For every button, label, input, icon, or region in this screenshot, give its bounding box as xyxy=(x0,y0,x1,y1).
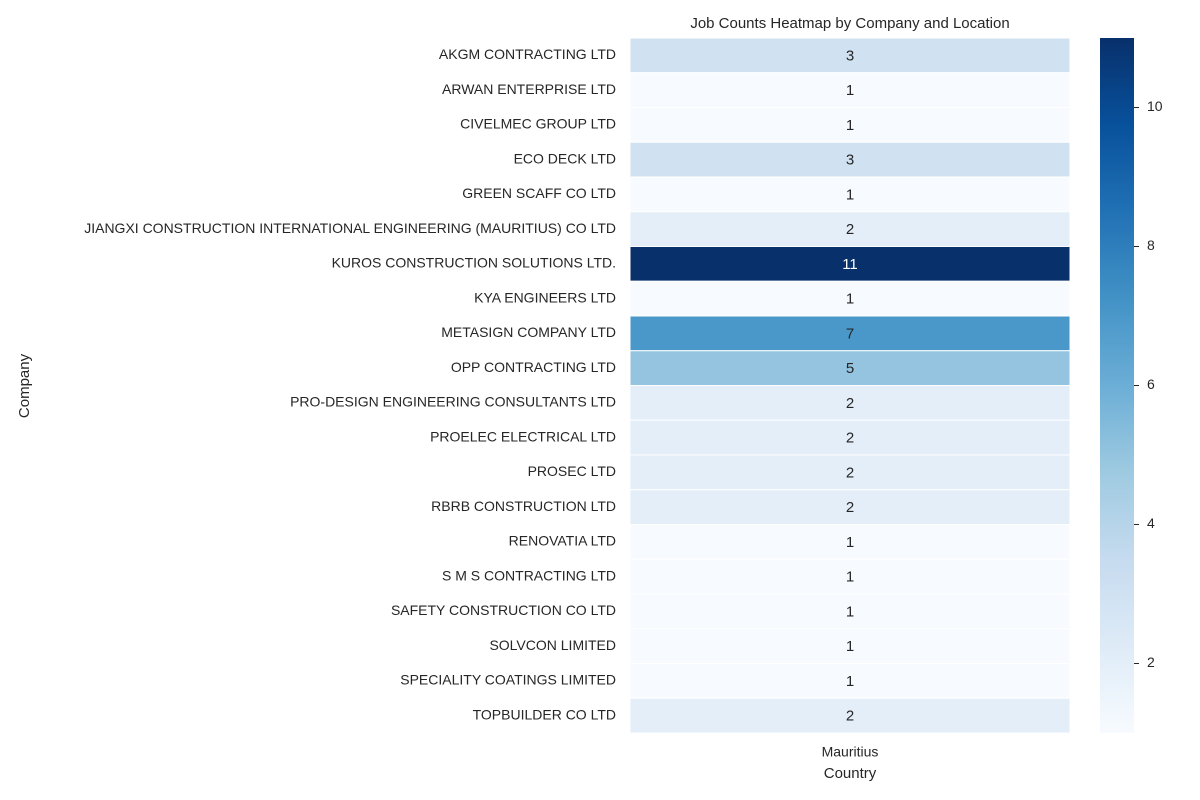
cell-label: 1 xyxy=(846,117,854,134)
cell-label: 2 xyxy=(846,708,854,725)
colorbar-tick-label: 6 xyxy=(1147,376,1155,392)
cell-label: 7 xyxy=(846,325,854,342)
y-tick-label: KUROS CONSTRUCTION SOLUTIONS LTD. xyxy=(332,255,616,271)
heatmap-cell xyxy=(629,141,1071,178)
y-tick-label: PROELEC ELECTRICAL LTD xyxy=(430,428,616,444)
heatmap-cell xyxy=(629,37,1071,74)
cell-label: 1 xyxy=(846,673,854,690)
heatmap-cell xyxy=(629,385,1071,421)
y-tick-label: JIANGXI CONSTRUCTION INTERNATIONAL ENGIN… xyxy=(84,220,616,236)
y-tick-label: ARWAN ENTERPRISE LTD xyxy=(442,81,616,97)
x-axis-label: Country xyxy=(824,765,877,782)
cell-label: 3 xyxy=(846,152,854,169)
heatmap-cell xyxy=(629,697,1071,734)
cell-label: 2 xyxy=(846,221,854,238)
cell-label: 11 xyxy=(842,256,858,273)
cell-label: 1 xyxy=(846,186,854,203)
y-tick-label: RENOVATIA LTD xyxy=(509,533,616,549)
heatmap-cell xyxy=(629,663,1071,699)
cell-label: 3 xyxy=(846,47,854,64)
heatmap-cell xyxy=(629,524,1071,560)
heatmap-cell xyxy=(629,211,1071,247)
y-tick-label: RBRB CONSTRUCTION LTD xyxy=(431,498,616,514)
y-tick-label: PROSEC LTD xyxy=(528,463,616,479)
heatmap-cell xyxy=(629,107,1071,143)
cell-label: 1 xyxy=(846,569,854,586)
colorbar xyxy=(1100,38,1134,733)
cell-label: 1 xyxy=(846,603,854,620)
y-axis-label: Company xyxy=(16,353,33,418)
heatmap-cell xyxy=(629,593,1071,630)
cell-label: 2 xyxy=(846,430,854,447)
colorbar-tick-label: 10 xyxy=(1147,98,1163,114)
heatmap-cell xyxy=(629,419,1071,456)
heatmap-cell xyxy=(629,489,1071,525)
y-tick-label: ECO DECK LTD xyxy=(514,150,616,166)
heatmap-cell xyxy=(629,280,1071,317)
heatmap-cell xyxy=(629,350,1071,386)
cell-label: 1 xyxy=(846,534,854,551)
y-tick-label: SAFETY CONSTRUCTION CO LTD xyxy=(391,602,616,618)
cell-label: 2 xyxy=(846,464,854,481)
cell-label: 2 xyxy=(846,499,854,516)
y-tick-label: SOLVCON LIMITED xyxy=(489,637,616,653)
heatmap-cell xyxy=(629,628,1071,664)
y-tick-label: KYA ENGINEERS LTD xyxy=(474,289,616,305)
y-tick-label: GREEN SCAFF CO LTD xyxy=(462,185,616,201)
y-tick-label: METASIGN COMPANY LTD xyxy=(441,324,616,340)
colorbar-tick-label: 2 xyxy=(1147,654,1155,670)
chart-title: Job Counts Heatmap by Company and Locati… xyxy=(690,15,1009,32)
colorbar-tick-label: 4 xyxy=(1147,515,1155,531)
cell-label: 1 xyxy=(846,291,854,308)
y-tick-label: SPECIALITY COATINGS LIMITED xyxy=(400,672,616,688)
colorbar-tick-label: 8 xyxy=(1147,237,1155,253)
y-tick-label: OPP CONTRACTING LTD xyxy=(451,359,616,375)
heatmap-cell xyxy=(629,72,1071,108)
y-tick-label: CIVELMEC GROUP LTD xyxy=(460,116,616,132)
cell-label: 5 xyxy=(846,360,854,377)
heatmap-cell xyxy=(629,558,1071,595)
y-tick-label: TOPBUILDER CO LTD xyxy=(473,706,616,722)
cell-label: 2 xyxy=(846,395,854,412)
x-tick-label: Mauritius xyxy=(822,744,879,760)
y-tick-label: S M S CONTRACTING LTD xyxy=(442,567,616,583)
y-tick-label: PRO-DESIGN ENGINEERING CONSULTANTS LTD xyxy=(290,394,616,410)
cell-label: 1 xyxy=(846,82,854,99)
cell-label: 1 xyxy=(846,638,854,655)
y-tick-label: AKGM CONTRACTING LTD xyxy=(439,46,616,62)
